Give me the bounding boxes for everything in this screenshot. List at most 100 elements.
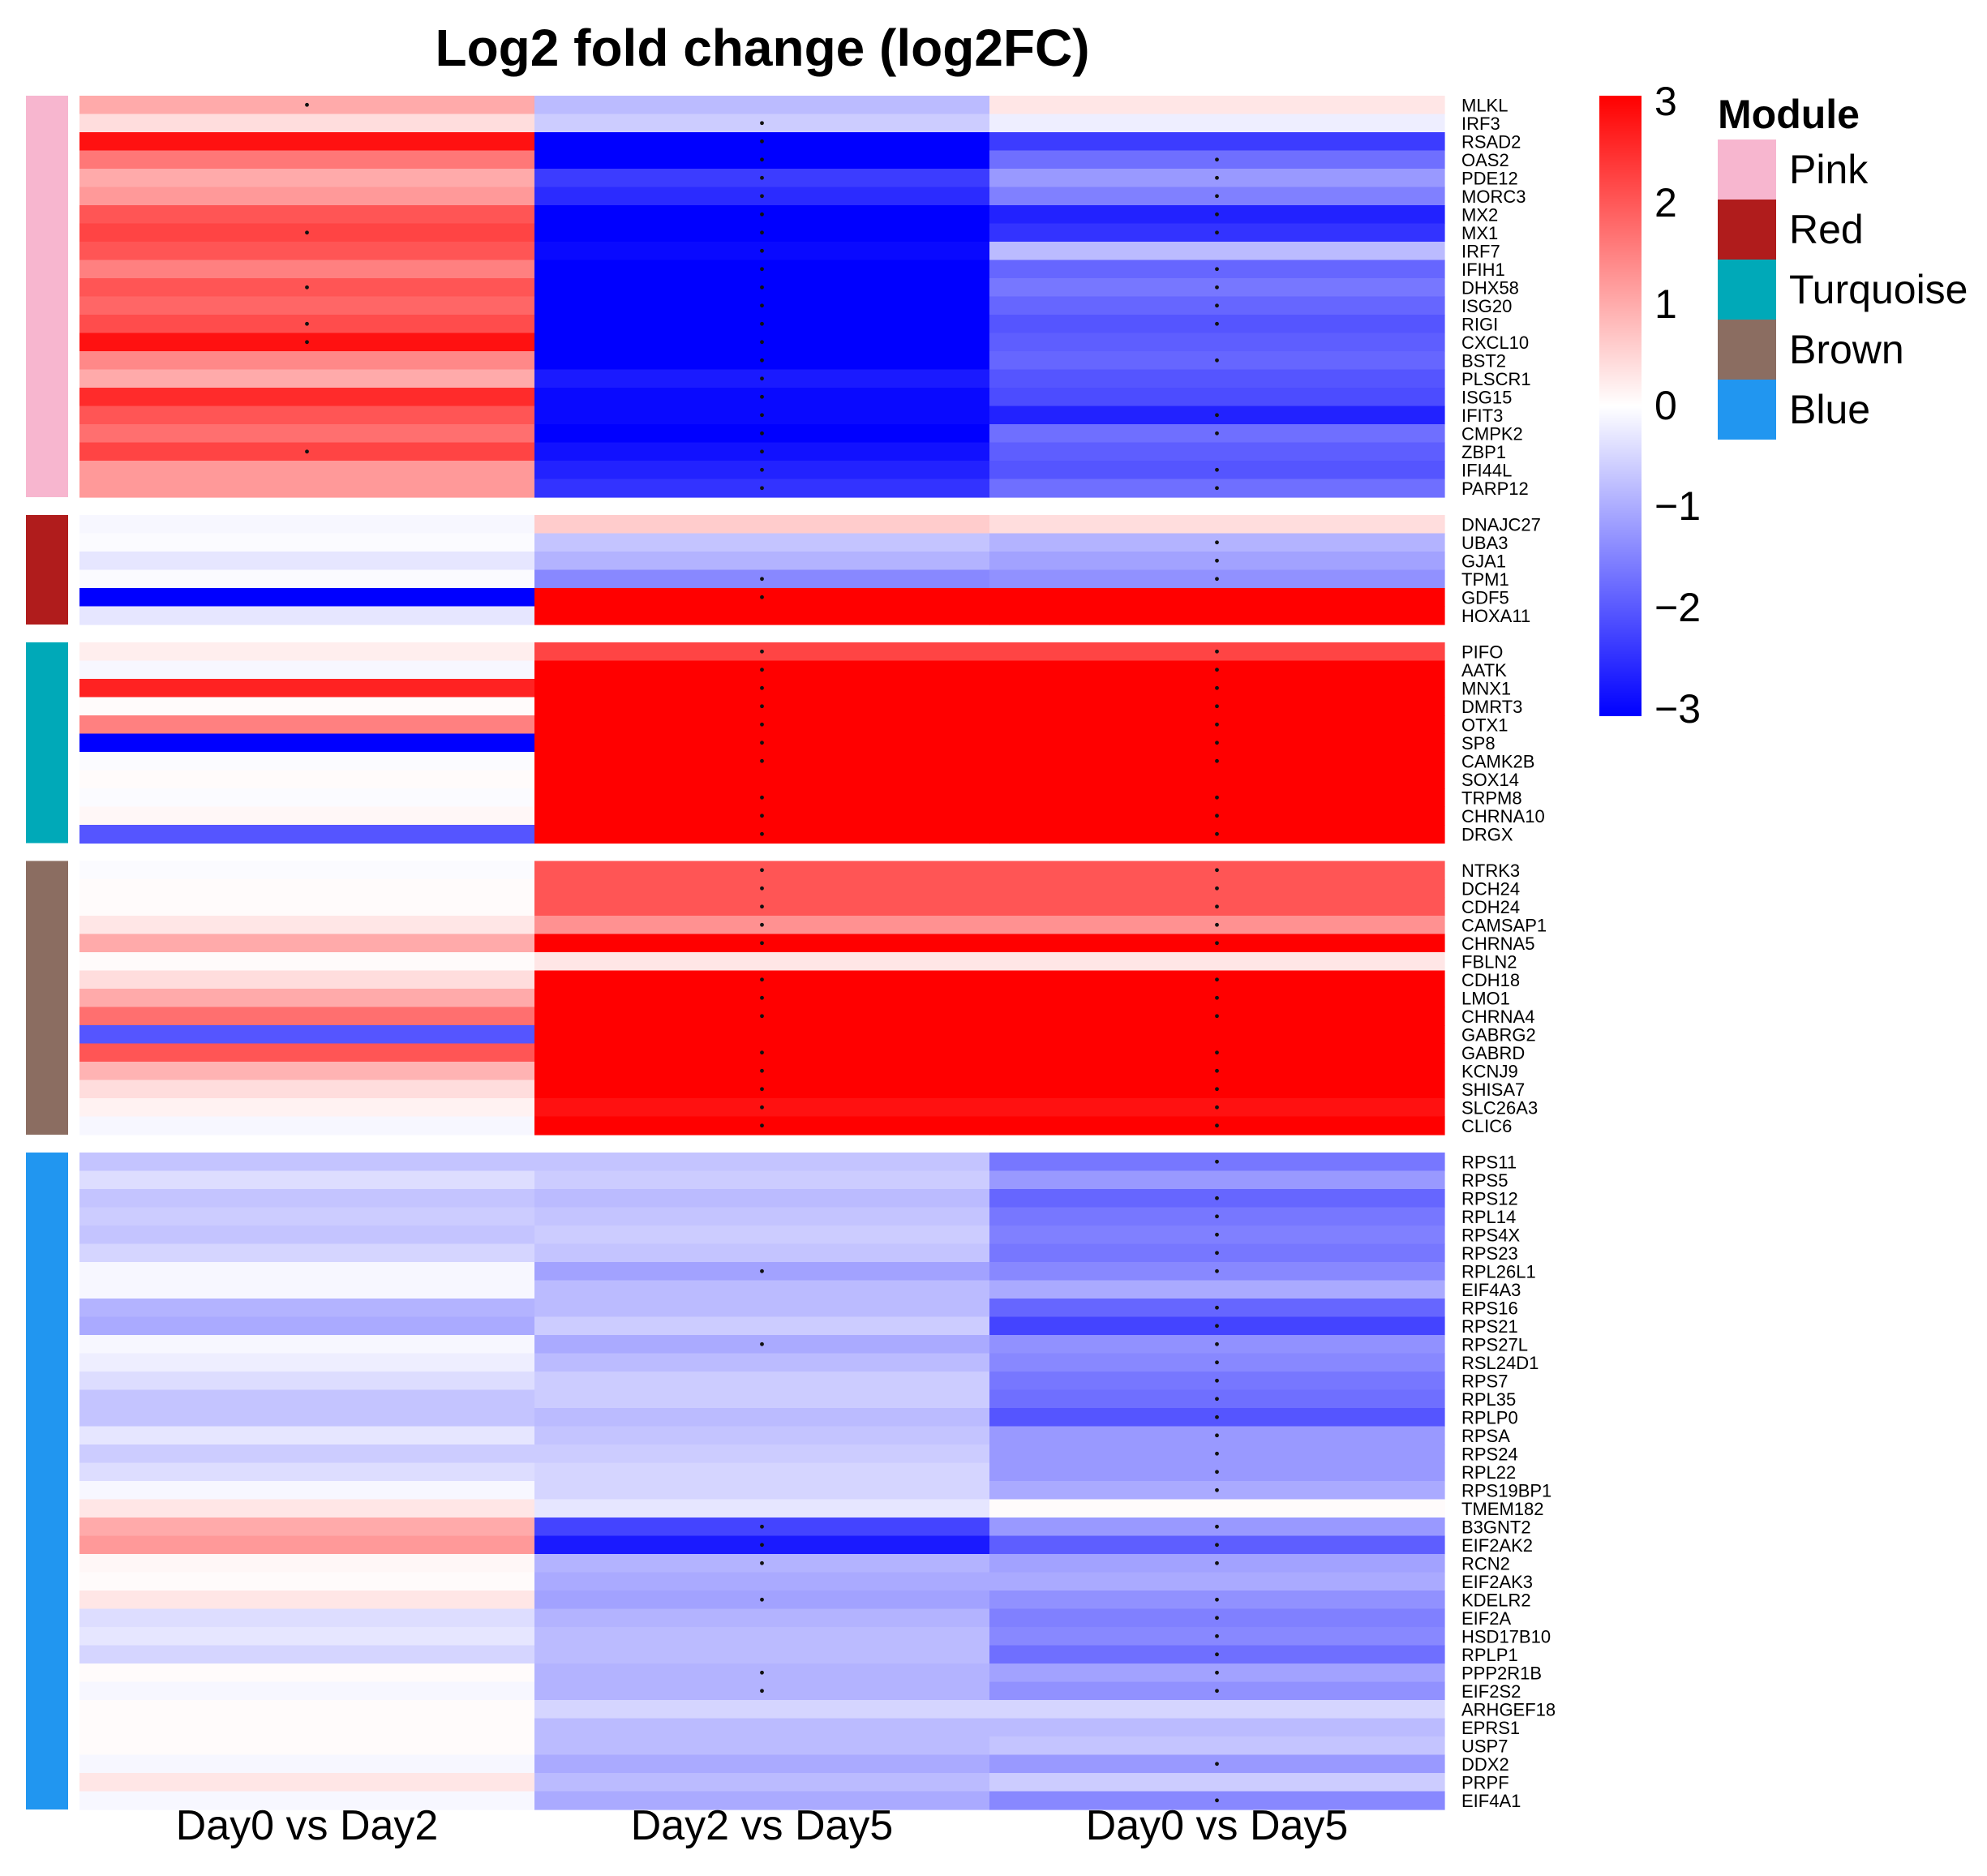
heatmap-cell xyxy=(989,515,1445,534)
significance-dot xyxy=(760,595,764,599)
heatmap-cell xyxy=(79,1754,535,1774)
heatmap-cell xyxy=(989,588,1445,607)
significance-dot xyxy=(1215,267,1219,272)
legend-label: Blue xyxy=(1789,387,1871,432)
significance-dot xyxy=(1215,1433,1219,1438)
gene-label: EIF4A3 xyxy=(1461,1280,1521,1300)
gene-label: CAMK2B xyxy=(1461,751,1534,771)
heatmap-cell xyxy=(989,369,1445,389)
heatmap-cell xyxy=(534,606,990,625)
heatmap-cell xyxy=(79,1499,535,1518)
heatmap-cell xyxy=(534,1572,990,1591)
legend-item-red: Red xyxy=(1718,200,1864,260)
heatmap-cell xyxy=(79,1718,535,1737)
heatmap-cell xyxy=(534,1389,990,1409)
significance-dot xyxy=(760,741,764,745)
heatmap-cell xyxy=(79,1445,535,1464)
heatmap-cell xyxy=(79,588,535,607)
heatmap-cell xyxy=(79,1007,535,1026)
significance-dot xyxy=(760,413,764,418)
gene-label: MNX1 xyxy=(1461,678,1511,698)
gene-label: HSD17B10 xyxy=(1461,1626,1551,1646)
significance-dot xyxy=(760,431,764,436)
significance-dot xyxy=(760,577,764,582)
gene-label: RIGI xyxy=(1461,314,1498,334)
significance-dot xyxy=(760,1524,764,1529)
significance-dot xyxy=(760,1560,764,1565)
significance-dot xyxy=(1215,704,1219,709)
gene-label: GABRG2 xyxy=(1461,1024,1536,1045)
gene-label: RPL14 xyxy=(1461,1207,1516,1227)
gene-label: NTRK3 xyxy=(1461,861,1520,881)
heatmap-cell xyxy=(989,1718,1445,1737)
significance-dot xyxy=(760,303,764,308)
gene-label: ISG15 xyxy=(1461,387,1512,407)
gene-label: MX2 xyxy=(1461,204,1498,225)
significance-dot xyxy=(1215,1670,1219,1675)
significance-dot xyxy=(1215,977,1219,982)
heatmap-cell xyxy=(534,1299,990,1318)
significance-dot xyxy=(760,340,764,345)
gene-label: IFI44L xyxy=(1461,460,1512,480)
heatmap-cell xyxy=(79,1572,535,1591)
gene-label: RPL35 xyxy=(1461,1389,1516,1410)
heatmap-cell xyxy=(79,132,535,152)
significance-dot xyxy=(1215,1633,1219,1638)
significance-dot xyxy=(1215,1798,1219,1803)
significance-dot xyxy=(305,321,309,326)
gene-label: RPS5 xyxy=(1461,1170,1508,1191)
significance-dot xyxy=(760,194,764,199)
legend-label: Brown xyxy=(1789,327,1904,372)
heatmap-cell xyxy=(534,1718,990,1737)
significance-dot xyxy=(760,977,764,982)
gene-label: RSAD2 xyxy=(1461,131,1521,152)
significance-dot xyxy=(1215,1762,1219,1767)
heatmap-cell xyxy=(79,388,535,407)
heatmap-cell xyxy=(79,1462,535,1482)
heatmap-cell xyxy=(79,187,535,206)
heatmap-cell xyxy=(79,1353,535,1372)
column-label: Day2 vs Day5 xyxy=(631,1802,894,1849)
significance-dot xyxy=(1215,1324,1219,1329)
significance-dot xyxy=(760,722,764,727)
gene-label: CHRNA4 xyxy=(1461,1007,1534,1027)
heatmap-cell xyxy=(534,1207,990,1226)
significance-dot xyxy=(760,139,764,144)
heatmap-cell xyxy=(989,952,1445,972)
heatmap-cell xyxy=(79,1608,535,1628)
significance-dot xyxy=(760,248,764,253)
heatmap-cell xyxy=(79,1773,535,1792)
heatmap-cell xyxy=(79,1736,535,1756)
heatmap-cell xyxy=(79,1025,535,1045)
heatmap-cell xyxy=(79,679,535,698)
significance-dot xyxy=(760,1597,764,1602)
heatmap-cell xyxy=(534,1243,990,1263)
colorbar-tick-label: −2 xyxy=(1654,585,1702,631)
gene-label: B3GNT2 xyxy=(1461,1517,1531,1537)
heatmap-cell xyxy=(79,1043,535,1062)
heatmap-cell xyxy=(79,406,535,425)
legend-label: Red xyxy=(1789,207,1864,252)
heatmap-cell xyxy=(79,1791,535,1810)
gene-label: RPSA xyxy=(1461,1426,1510,1446)
significance-dot xyxy=(1215,649,1219,654)
heatmap-cell xyxy=(534,1736,990,1756)
significance-dot xyxy=(1215,540,1219,545)
heatmap-cell xyxy=(989,1025,1445,1045)
gene-label: RPS21 xyxy=(1461,1316,1518,1337)
significance-dot xyxy=(760,394,764,399)
legend-label: Pink xyxy=(1789,147,1869,192)
heatmap-cell xyxy=(79,825,535,844)
gene-label: MORC3 xyxy=(1461,187,1526,207)
heatmap-cell xyxy=(79,1226,535,1245)
significance-dot xyxy=(1215,1050,1219,1055)
significance-dot xyxy=(1215,814,1219,818)
module-bar-brown xyxy=(26,861,68,1135)
gene-label: FBLN2 xyxy=(1461,951,1517,972)
significance-dot xyxy=(1215,995,1219,1000)
heatmap-cell xyxy=(79,806,535,826)
gene-label: GDF5 xyxy=(1461,587,1509,607)
heatmap-cell xyxy=(79,952,535,972)
heatmap-cell xyxy=(79,989,535,1008)
